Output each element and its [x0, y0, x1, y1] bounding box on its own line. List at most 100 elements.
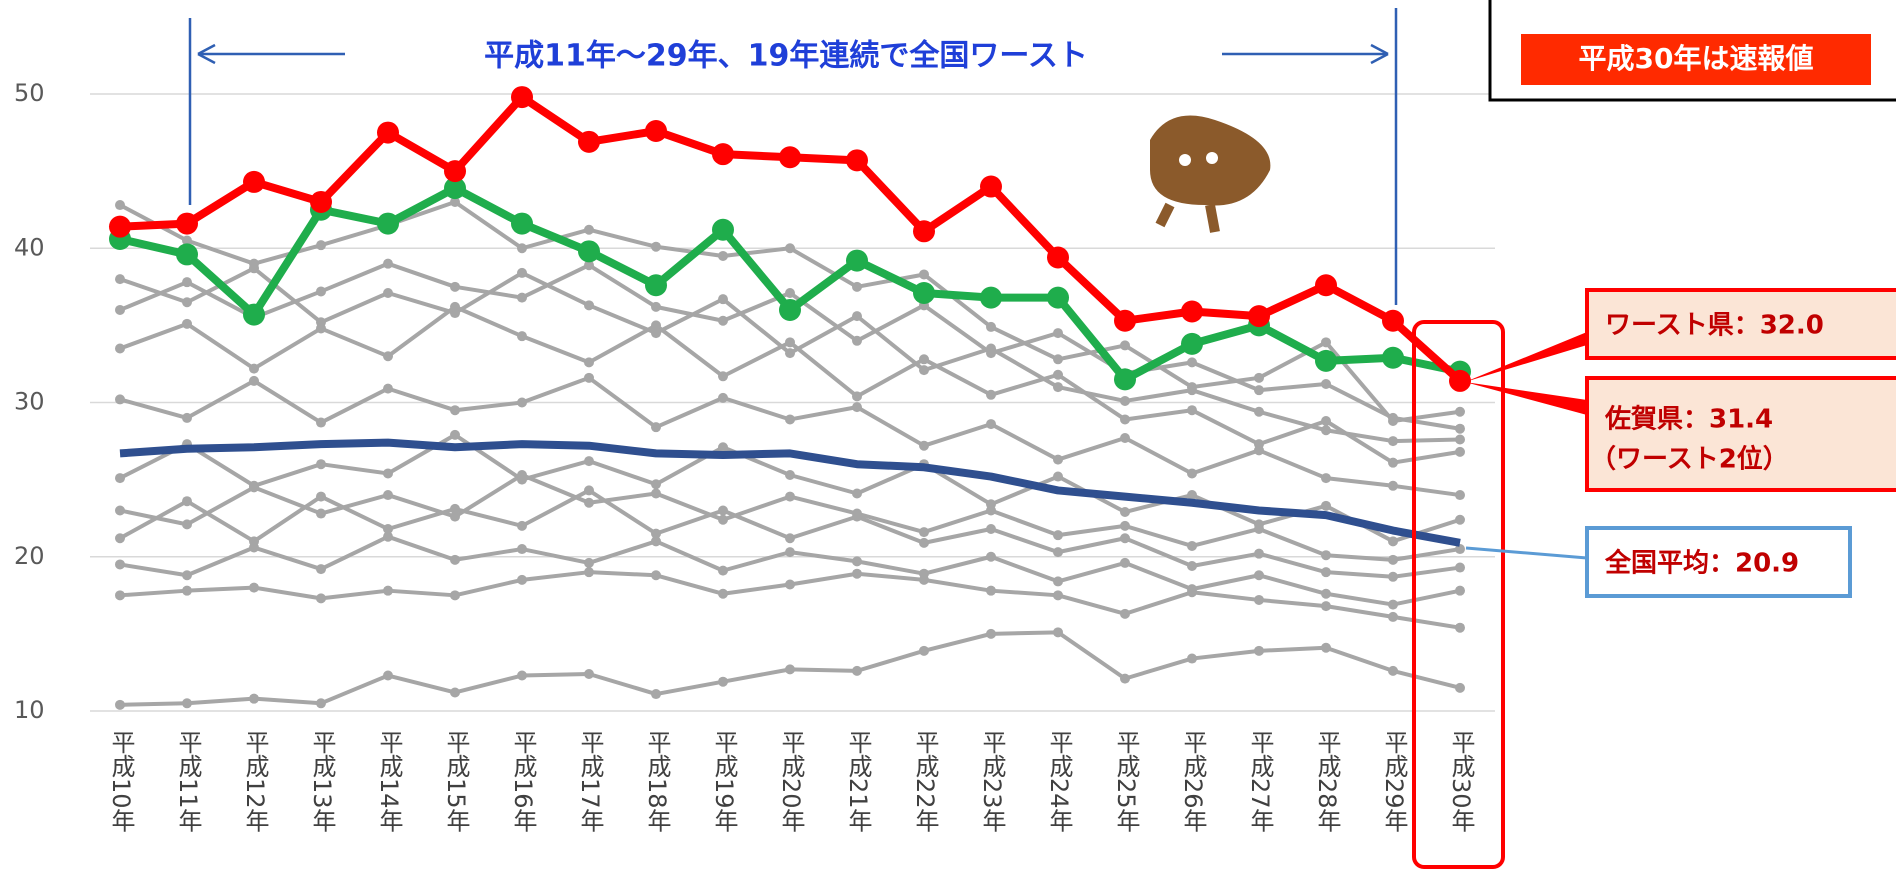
- point: [316, 593, 326, 603]
- point: [645, 274, 667, 296]
- point: [986, 586, 996, 596]
- point: [651, 536, 661, 546]
- point: [852, 391, 862, 401]
- point: [1120, 507, 1130, 517]
- point: [718, 371, 728, 381]
- point: [316, 240, 326, 250]
- x-tick-label: 平成21年: [844, 730, 872, 833]
- x-tick-label: 平成14年: [375, 730, 403, 833]
- point: [1053, 576, 1063, 586]
- point: [1187, 468, 1197, 478]
- point: [1455, 586, 1465, 596]
- point: [182, 297, 192, 307]
- point: [1120, 521, 1130, 531]
- point: [182, 698, 192, 708]
- point: [182, 519, 192, 529]
- point: [584, 498, 594, 508]
- point: [986, 390, 996, 400]
- x-tick-label: 平成29年: [1380, 730, 1408, 833]
- x-tick-label: 平成12年: [241, 730, 269, 833]
- point: [846, 149, 868, 171]
- point: [115, 533, 125, 543]
- callout: 全国平均：20.9: [1604, 548, 1799, 579]
- point: [578, 131, 600, 153]
- point: [176, 213, 198, 235]
- point: [986, 505, 996, 515]
- point: [383, 586, 393, 596]
- point: [986, 419, 996, 429]
- point: [176, 243, 198, 265]
- point: [980, 176, 1002, 198]
- point: [852, 666, 862, 676]
- y-tick-label: 30: [14, 388, 45, 416]
- x-tick-label: 平成28年: [1313, 730, 1341, 833]
- x-tick-label: 平成30年: [1447, 730, 1475, 833]
- point: [919, 538, 929, 548]
- x-tick-label: 平成23年: [978, 730, 1006, 833]
- point: [383, 532, 393, 542]
- point: [1321, 337, 1331, 347]
- point: [1254, 445, 1264, 455]
- point: [1382, 310, 1404, 332]
- point: [1321, 425, 1331, 435]
- point: [1254, 595, 1264, 605]
- y-tick-label: 20: [14, 542, 45, 570]
- banner: 平成11年～29年、19年連続で全国ワースト: [484, 39, 1088, 74]
- point: [1388, 666, 1398, 676]
- point: [1321, 473, 1331, 483]
- x-tick-label: 平成27年: [1246, 730, 1274, 833]
- point: [383, 351, 393, 361]
- point: [383, 288, 393, 298]
- point: [517, 671, 527, 681]
- point: [1321, 589, 1331, 599]
- point: [450, 302, 460, 312]
- point: [645, 120, 667, 142]
- point: [450, 282, 460, 292]
- point: [919, 575, 929, 585]
- point: [1053, 455, 1063, 465]
- point: [316, 698, 326, 708]
- point: [919, 441, 929, 451]
- point: [852, 336, 862, 346]
- x-tick-label: 平成11年: [174, 730, 202, 833]
- point: [718, 316, 728, 326]
- point: [249, 694, 259, 704]
- point: [1254, 646, 1264, 656]
- point: [517, 293, 527, 303]
- point: [852, 512, 862, 522]
- point: [1382, 347, 1404, 369]
- point: [913, 282, 935, 304]
- point: [450, 590, 460, 600]
- point: [852, 402, 862, 412]
- point: [1388, 458, 1398, 468]
- point: [651, 422, 661, 432]
- point: [584, 357, 594, 367]
- point: [919, 527, 929, 537]
- point: [1254, 385, 1264, 395]
- point: [1047, 247, 1069, 269]
- point: [785, 470, 795, 480]
- point: [316, 459, 326, 469]
- point: [383, 384, 393, 394]
- y-tick-label: 10: [14, 696, 45, 724]
- point: [1053, 328, 1063, 338]
- point: [785, 337, 795, 347]
- point: [115, 505, 125, 515]
- point: [115, 394, 125, 404]
- point: [651, 489, 661, 499]
- point: [1053, 590, 1063, 600]
- point: [718, 294, 728, 304]
- point: [450, 405, 460, 415]
- point: [712, 219, 734, 241]
- point: [779, 299, 801, 321]
- point: [785, 243, 795, 253]
- point: [182, 277, 192, 287]
- point: [316, 509, 326, 519]
- point: [1053, 530, 1063, 540]
- point: [310, 191, 332, 213]
- note: 平成30年は速報値: [1579, 42, 1814, 75]
- point: [913, 220, 935, 242]
- point: [109, 216, 131, 238]
- point: [1455, 515, 1465, 525]
- point: [1120, 414, 1130, 424]
